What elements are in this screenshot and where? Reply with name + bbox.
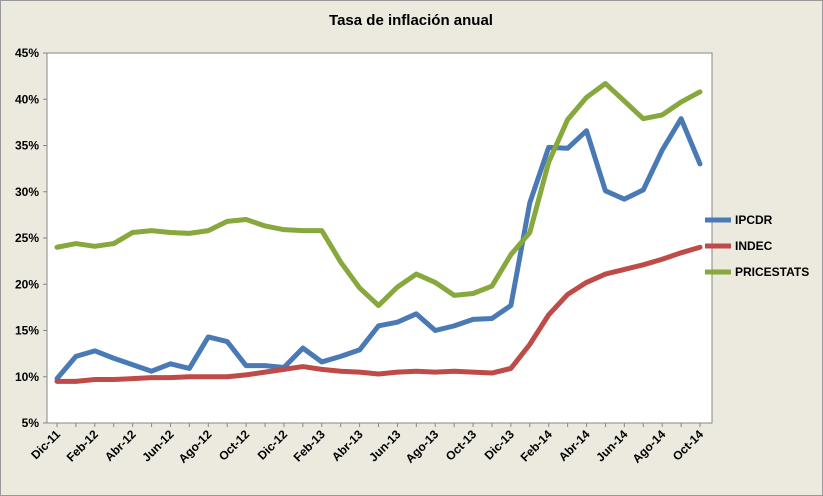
plot-area	[46, 52, 713, 424]
legend-label: IPCDR	[735, 213, 773, 227]
y-tick-label: 10%	[15, 370, 39, 384]
y-tick-label: 40%	[15, 92, 39, 106]
y-tick-label: 35%	[15, 139, 39, 153]
y-tick-label: 25%	[15, 231, 39, 245]
y-tick-label: 45%	[15, 46, 39, 60]
y-tick-label: 20%	[15, 277, 39, 291]
y-tick-label: 5%	[22, 416, 40, 430]
series-line	[54, 116, 703, 382]
y-tick-label: 15%	[15, 324, 39, 338]
y-tick-label: 30%	[15, 185, 39, 199]
chart-title: Tasa de inflación anual	[329, 12, 493, 29]
legend-label: INDEC	[735, 239, 773, 253]
series-line	[54, 81, 703, 309]
legend-label: PRICESTATS	[735, 265, 809, 279]
series-line	[54, 244, 703, 384]
